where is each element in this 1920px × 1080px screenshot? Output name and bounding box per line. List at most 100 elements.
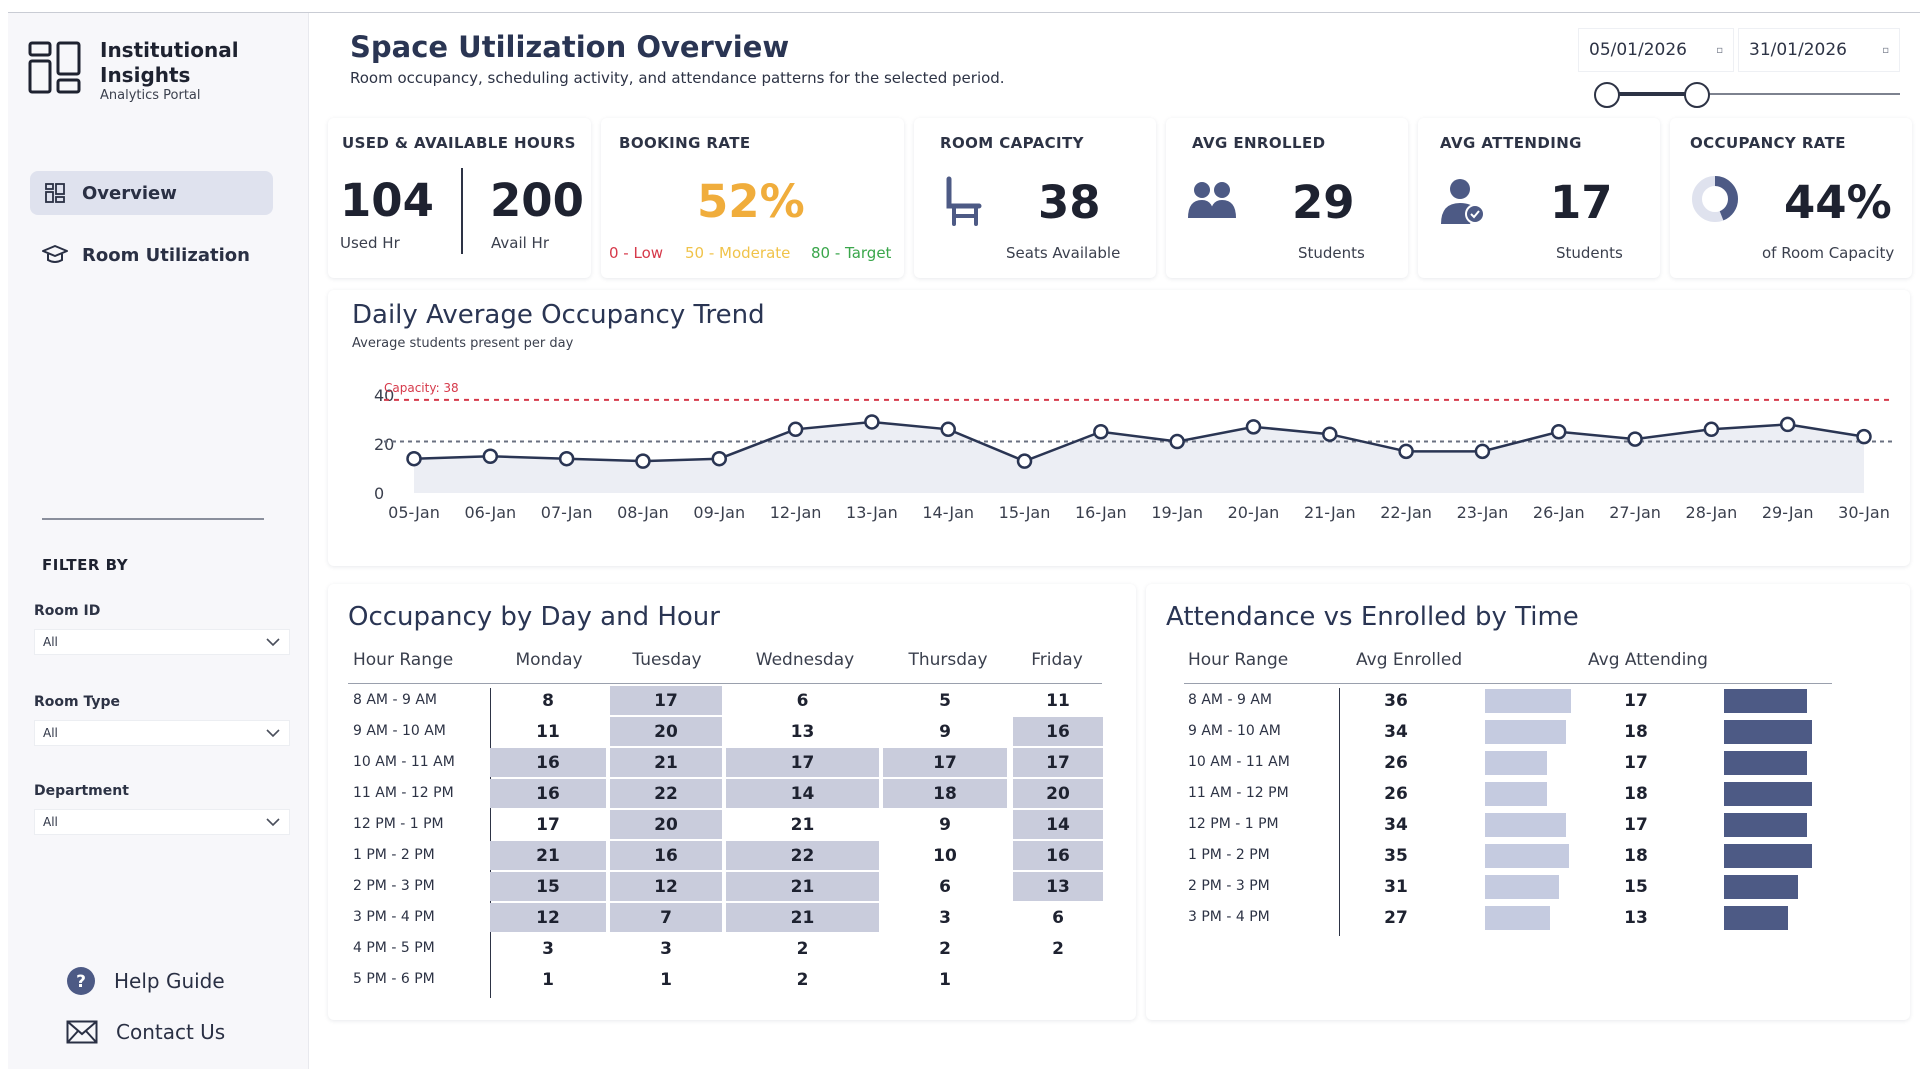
avg-attending-bar[interactable]: [1724, 875, 1798, 899]
heatmap-cell[interactable]: 22: [610, 779, 722, 808]
date-range-slider-track[interactable]: [1600, 93, 1900, 95]
heatmap-cell[interactable]: 3: [660, 938, 672, 959]
avg-enrolled-bar[interactable]: [1485, 782, 1548, 806]
contact-us-link[interactable]: Contact Us: [66, 1020, 225, 1044]
trend-point[interactable]: [1627, 431, 1643, 447]
trend-point[interactable]: [635, 453, 651, 469]
room-id-select[interactable]: All: [34, 629, 290, 655]
heatmap-cell[interactable]: 11: [536, 721, 560, 742]
trend-point[interactable]: [1245, 419, 1262, 435]
trend-point[interactable]: [1398, 443, 1414, 460]
heatmap-cell[interactable]: 14: [1013, 810, 1103, 839]
heatmap-cell[interactable]: 1: [660, 969, 672, 990]
nav-item-room-utilization[interactable]: Room Utilization: [30, 233, 273, 277]
heatmap-cell[interactable]: 21: [610, 748, 722, 777]
trend-point[interactable]: [406, 450, 422, 467]
heatmap-column-header[interactable]: Wednesday: [755, 650, 855, 670]
heatmap-cell[interactable]: 10: [933, 845, 957, 866]
heatmap-cell[interactable]: 16: [1013, 717, 1103, 746]
heatmap-cell[interactable]: 1: [939, 969, 951, 990]
heatmap-cell[interactable]: 17: [610, 686, 722, 715]
heatmap-cell[interactable]: 16: [490, 779, 606, 808]
heatmap-cell[interactable]: 9: [939, 814, 951, 835]
heatmap-cell[interactable]: 3: [939, 907, 951, 928]
heatmap-cell[interactable]: 12: [490, 903, 606, 932]
heatmap-cell[interactable]: 21: [790, 814, 815, 835]
help-guide-link[interactable]: ? Help Guide: [66, 966, 225, 996]
heatmap-cell[interactable]: 9: [939, 721, 951, 742]
avg-enrolled-bar[interactable]: [1485, 751, 1548, 775]
heatmap-cell[interactable]: 14: [726, 779, 879, 808]
trend-point[interactable]: [558, 450, 575, 467]
heatmap-column-header[interactable]: Hour Range: [353, 650, 454, 670]
trend-point[interactable]: [787, 421, 804, 438]
start-date-input[interactable]: 05/01/2026 ▫: [1578, 28, 1734, 72]
department-select[interactable]: All: [34, 809, 290, 835]
avg-enrolled-bar[interactable]: [1485, 875, 1560, 899]
heatmap-cell[interactable]: 21: [726, 872, 879, 901]
heatmap-cell[interactable]: 16: [610, 841, 722, 870]
trend-point[interactable]: [864, 414, 880, 430]
heatmap-column-header[interactable]: Tuesday: [632, 650, 702, 670]
trend-point[interactable]: [1322, 426, 1338, 442]
attendance-column-header[interactable]: Avg Attending: [1588, 650, 1708, 670]
avg-attending-bar[interactable]: [1724, 906, 1788, 930]
avg-attending-bar[interactable]: [1724, 689, 1808, 713]
heatmap-cell[interactable]: 2: [1052, 938, 1064, 959]
avg-attending-bar[interactable]: [1724, 813, 1808, 837]
heatmap-cell[interactable]: 22: [726, 841, 879, 870]
heatmap-cell[interactable]: 2: [796, 969, 809, 990]
trend-point[interactable]: [940, 421, 956, 438]
heatmap-cell[interactable]: 16: [1013, 841, 1103, 870]
heatmap-cell[interactable]: 21: [490, 841, 606, 870]
heatmap-cell[interactable]: 15: [490, 872, 606, 901]
heatmap-cell[interactable]: 12: [610, 872, 722, 901]
heatmap-cell[interactable]: 17: [726, 748, 879, 777]
heatmap-cell[interactable]: 8: [542, 690, 554, 711]
heatmap-cell[interactable]: 20: [610, 810, 722, 839]
heatmap-column-header[interactable]: Thursday: [908, 650, 988, 670]
heatmap-cell[interactable]: 21: [726, 903, 879, 932]
heatmap-cell[interactable]: 13: [1013, 872, 1103, 901]
heatmap-cell[interactable]: 6: [1052, 907, 1064, 928]
attendance-column-header[interactable]: Avg Enrolled: [1356, 650, 1463, 670]
trend-point[interactable]: [1169, 433, 1185, 450]
avg-attending-bar[interactable]: [1724, 720, 1813, 744]
avg-enrolled-bar[interactable]: [1485, 844, 1569, 868]
heatmap-cell[interactable]: 20: [610, 717, 722, 746]
nav-item-overview[interactable]: Overview: [30, 171, 273, 215]
trend-point[interactable]: [711, 450, 728, 467]
heatmap-cell[interactable]: 2: [796, 938, 809, 959]
avg-enrolled-bar[interactable]: [1485, 813, 1567, 837]
date-range-end-handle[interactable]: [1684, 82, 1710, 108]
heatmap-column-header[interactable]: Friday: [1031, 650, 1083, 670]
avg-attending-bar[interactable]: [1724, 751, 1808, 775]
heatmap-cell[interactable]: 1: [542, 969, 554, 990]
room-type-select[interactable]: All: [34, 720, 290, 746]
trend-point[interactable]: [482, 448, 499, 464]
attendance-column-header[interactable]: Hour Range: [1188, 650, 1289, 670]
heatmap-cell[interactable]: 6: [796, 690, 809, 711]
avg-attending-bar[interactable]: [1724, 844, 1813, 868]
heatmap-cell[interactable]: 17: [883, 748, 1007, 777]
avg-attending-bar[interactable]: [1724, 782, 1813, 806]
avg-enrolled-bar[interactable]: [1485, 689, 1571, 713]
trend-point[interactable]: [1856, 428, 1872, 445]
avg-enrolled-bar[interactable]: [1485, 906, 1550, 930]
heatmap-cell[interactable]: 20: [1013, 779, 1103, 808]
heatmap-cell[interactable]: 5: [939, 690, 951, 711]
trend-point[interactable]: [1550, 424, 1567, 440]
heatmap-cell[interactable]: 2: [939, 938, 951, 959]
heatmap-cell[interactable]: 11: [1046, 690, 1070, 711]
trend-point[interactable]: [1703, 421, 1720, 438]
heatmap-cell[interactable]: 16: [490, 748, 606, 777]
trend-point[interactable]: [1016, 453, 1033, 469]
trend-point[interactable]: [1093, 424, 1109, 440]
date-range-start-handle[interactable]: [1594, 82, 1620, 108]
heatmap-column-header[interactable]: Monday: [515, 650, 583, 670]
heatmap-cell[interactable]: [1013, 965, 1103, 994]
heatmap-cell[interactable]: 6: [939, 876, 951, 897]
avg-enrolled-bar[interactable]: [1485, 720, 1567, 744]
heatmap-cell[interactable]: 18: [883, 779, 1007, 808]
trend-point[interactable]: [1779, 416, 1796, 433]
